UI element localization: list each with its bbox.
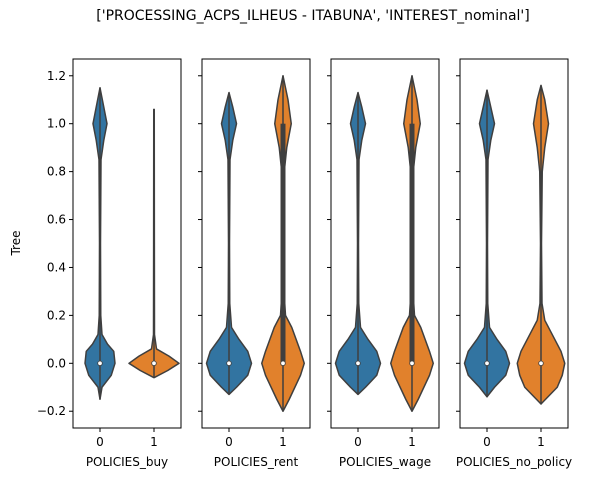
panel-3: 0 1 POLICIES_wage bbox=[327, 58, 440, 469]
x-tick-label: 0 bbox=[483, 435, 491, 449]
x-axis-label-POLICIES_no_policy: POLICIES_no_policy bbox=[456, 455, 572, 469]
median-point-POLICIES_rent-1 bbox=[280, 360, 286, 367]
y-tick-label: −0.2 bbox=[37, 404, 66, 418]
y-tick-label: 1.2 bbox=[47, 69, 66, 83]
panel-4: 0 1 POLICIES_no_policy bbox=[456, 58, 572, 469]
x-tick-label: 0 bbox=[96, 435, 104, 449]
x-tick-label: 1 bbox=[537, 435, 545, 449]
panel-frame bbox=[201, 58, 311, 429]
iqr-box-POLICIES_wage-1 bbox=[409, 123, 415, 364]
median-point-POLICIES_rent-0 bbox=[226, 360, 232, 367]
x-axis-label-POLICIES_wage: POLICIES_wage bbox=[339, 455, 431, 469]
y-tick-label: 0.4 bbox=[47, 260, 66, 274]
median-point-POLICIES_wage-0 bbox=[355, 360, 361, 367]
median-point-POLICIES_no_policy-0 bbox=[484, 360, 490, 367]
median-point-POLICIES_no_policy-1 bbox=[538, 360, 544, 367]
x-axis-label-POLICIES_buy: POLICIES_buy bbox=[86, 455, 168, 469]
x-axis-label-POLICIES_rent: POLICIES_rent bbox=[214, 455, 299, 469]
x-tick-label: 0 bbox=[354, 435, 362, 449]
y-axis-label: Tree bbox=[9, 230, 23, 256]
iqr-box-POLICIES_rent-1 bbox=[280, 123, 286, 364]
panels-group: −0.2 0.0 0.2 0.4 0.6 0.8 1.0 1.2 0 1 POLICIES_buy 0… bbox=[37, 58, 572, 469]
y-tick-label: 0.2 bbox=[47, 308, 66, 322]
x-tick-label: 0 bbox=[225, 435, 233, 449]
median-point-POLICIES_buy-0 bbox=[97, 360, 103, 367]
median-point-POLICIES_buy-1 bbox=[151, 360, 157, 367]
x-tick-label: 1 bbox=[279, 435, 287, 449]
panel-1: −0.2 0.0 0.2 0.4 0.6 0.8 1.0 1.2 0 1 POLICIES_buy bbox=[37, 58, 182, 469]
y-tick-label: 0.0 bbox=[47, 356, 66, 370]
y-tick-label: 1.0 bbox=[47, 117, 66, 131]
panel-2: 0 1 POLICIES_rent bbox=[198, 58, 311, 469]
x-tick-label: 1 bbox=[150, 435, 158, 449]
panel-frame bbox=[330, 58, 440, 429]
y-tick-label: 0.8 bbox=[47, 165, 66, 179]
panel-frame bbox=[72, 58, 182, 429]
x-tick-label: 1 bbox=[408, 435, 416, 449]
panel-frame bbox=[459, 58, 569, 429]
median-point-POLICIES_wage-1 bbox=[409, 360, 415, 367]
chart-title: ['PROCESSING_ACPS_ILHEUS - ITABUNA', 'IN… bbox=[96, 8, 529, 24]
y-tick-label: 0.6 bbox=[47, 213, 66, 227]
